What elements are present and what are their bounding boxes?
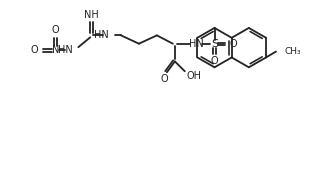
Text: CH₃: CH₃: [285, 47, 301, 56]
Text: NH: NH: [84, 10, 99, 20]
Text: HN: HN: [94, 30, 109, 40]
Text: HN: HN: [58, 45, 72, 55]
Text: O: O: [52, 25, 59, 35]
Text: O: O: [211, 56, 218, 66]
Text: OH: OH: [186, 71, 201, 81]
Text: HN: HN: [189, 39, 204, 49]
Text: N: N: [52, 45, 59, 55]
Text: O: O: [160, 74, 168, 84]
Text: S: S: [211, 39, 218, 49]
Text: O: O: [31, 45, 39, 55]
Text: O: O: [230, 39, 237, 49]
